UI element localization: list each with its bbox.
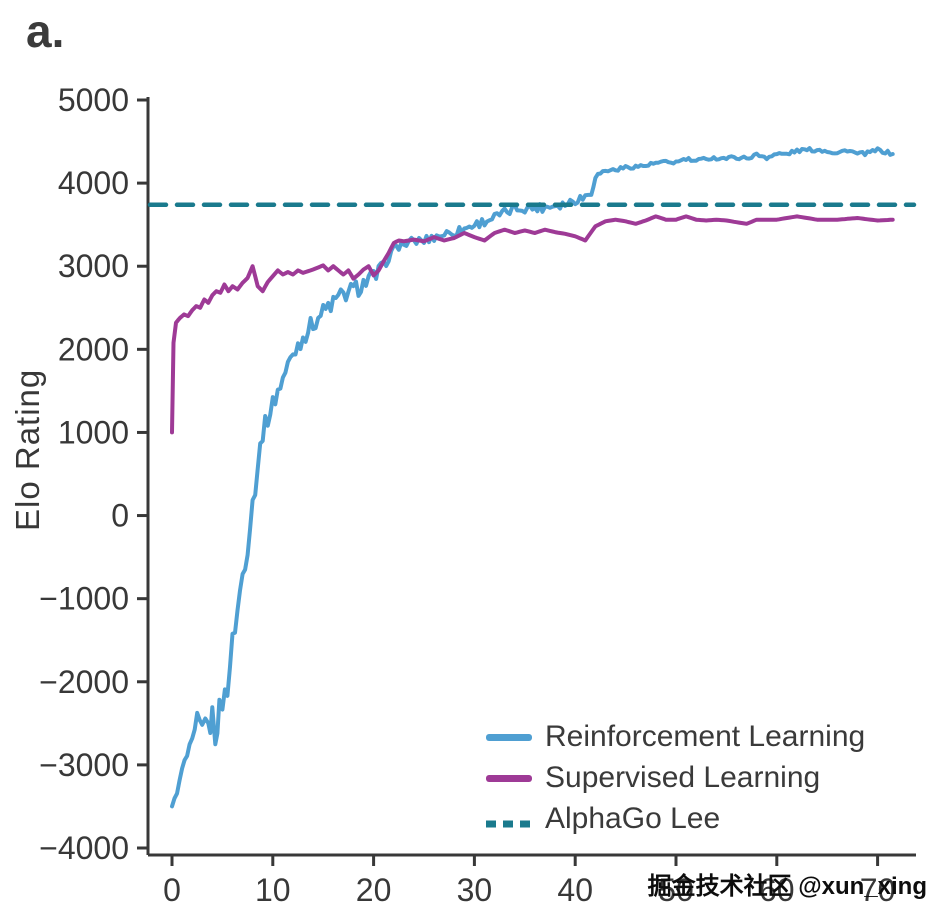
legend-item-reinforcement-learning: Reinforcement Learning (486, 720, 866, 753)
svg-text:50: 50 (658, 872, 694, 908)
svg-text:0: 0 (163, 872, 181, 908)
legend-label: Reinforcement Learning (545, 720, 866, 753)
svg-text:30: 30 (457, 872, 493, 908)
svg-text:4000: 4000 (58, 165, 129, 201)
svg-text:1000: 1000 (58, 414, 129, 450)
svg-text:2000: 2000 (58, 331, 129, 367)
svg-text:70: 70 (860, 872, 896, 908)
watermark: 掘金技术社区 @xun_xing (647, 873, 927, 900)
svg-text:10: 10 (255, 872, 291, 908)
svg-text:60: 60 (759, 872, 795, 908)
svg-text:5000: 5000 (58, 82, 129, 118)
supervised-learning-line-swatch (486, 774, 532, 782)
svg-text:−1000: −1000 (39, 581, 129, 617)
svg-text:−2000: −2000 (39, 664, 129, 700)
panel-label: a. (26, 5, 65, 57)
svg-text:0: 0 (111, 498, 129, 534)
svg-text:40: 40 (557, 872, 593, 908)
legend-item-supervised-learning: Supervised Learning (486, 761, 865, 794)
svg-text:−3000: −3000 (39, 747, 129, 783)
legend-label: AlphaGo Lee (545, 802, 721, 835)
reinforcement-learning-line-swatch (486, 733, 532, 741)
svg-text:3000: 3000 (58, 248, 129, 284)
svg-text:−4000: −4000 (39, 830, 129, 866)
legend-label: Supervised Learning (545, 761, 821, 794)
legend-item-alphago-lee: AlphaGo Lee (486, 802, 865, 835)
svg-text:20: 20 (356, 872, 392, 908)
legend: Reinforcement Learning Supervised Learni… (486, 720, 866, 835)
alphago-lee-dashed-line-swatch (486, 815, 532, 828)
